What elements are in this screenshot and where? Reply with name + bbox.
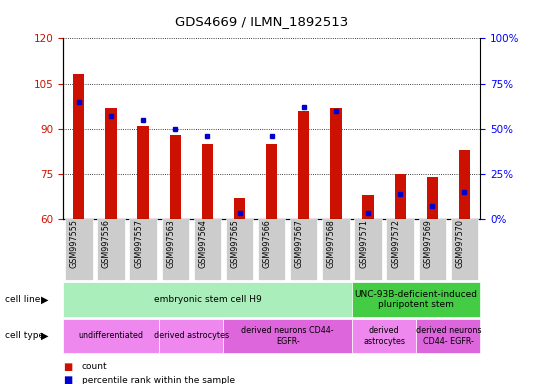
Bar <box>363 195 373 219</box>
Text: ▶: ▶ <box>41 295 49 305</box>
FancyBboxPatch shape <box>129 219 157 280</box>
Bar <box>330 108 341 219</box>
Bar <box>266 144 277 219</box>
Text: derived neurons CD44-
EGFR-: derived neurons CD44- EGFR- <box>241 326 334 346</box>
Text: ▶: ▶ <box>41 331 49 341</box>
Text: GSM997569: GSM997569 <box>423 219 432 268</box>
Bar <box>234 198 245 219</box>
FancyBboxPatch shape <box>451 219 478 280</box>
Text: derived
astrocytes: derived astrocytes <box>363 326 405 346</box>
FancyBboxPatch shape <box>290 219 317 280</box>
Bar <box>202 144 213 219</box>
Bar <box>459 150 470 219</box>
FancyBboxPatch shape <box>162 219 189 280</box>
Text: GSM997570: GSM997570 <box>455 219 465 268</box>
Bar <box>170 135 181 219</box>
Text: cell type: cell type <box>5 331 45 341</box>
Text: count: count <box>82 362 108 371</box>
Text: embryonic stem cell H9: embryonic stem cell H9 <box>153 295 261 304</box>
Text: UNC-93B-deficient-induced
pluripotent stem: UNC-93B-deficient-induced pluripotent st… <box>355 290 478 309</box>
Text: GSM997572: GSM997572 <box>391 219 400 268</box>
Bar <box>105 108 117 219</box>
Text: undifferentiated: undifferentiated <box>79 331 144 341</box>
Text: GSM997563: GSM997563 <box>166 219 175 268</box>
FancyBboxPatch shape <box>226 219 253 280</box>
Text: GSM997566: GSM997566 <box>263 219 272 268</box>
Bar <box>395 174 406 219</box>
Text: GSM997557: GSM997557 <box>134 219 143 268</box>
FancyBboxPatch shape <box>354 219 382 280</box>
FancyBboxPatch shape <box>322 219 349 280</box>
FancyBboxPatch shape <box>258 219 286 280</box>
Text: derived astrocytes: derived astrocytes <box>154 331 229 341</box>
FancyBboxPatch shape <box>65 219 92 280</box>
Text: ■: ■ <box>63 362 72 372</box>
Bar <box>298 111 310 219</box>
Text: GDS4669 / ILMN_1892513: GDS4669 / ILMN_1892513 <box>175 15 349 28</box>
Bar <box>426 177 438 219</box>
Text: derived neurons
CD44- EGFR-: derived neurons CD44- EGFR- <box>416 326 481 346</box>
FancyBboxPatch shape <box>387 219 414 280</box>
Text: GSM997555: GSM997555 <box>70 219 79 268</box>
Text: GSM997568: GSM997568 <box>327 219 336 268</box>
Bar <box>138 126 149 219</box>
FancyBboxPatch shape <box>97 219 124 280</box>
Text: GSM997556: GSM997556 <box>102 219 111 268</box>
Bar <box>73 74 85 219</box>
Text: percentile rank within the sample: percentile rank within the sample <box>82 376 235 384</box>
Text: GSM997564: GSM997564 <box>198 219 207 268</box>
Text: ■: ■ <box>63 375 72 384</box>
FancyBboxPatch shape <box>419 219 446 280</box>
Text: GSM997571: GSM997571 <box>359 219 368 268</box>
Text: GSM997567: GSM997567 <box>295 219 304 268</box>
Text: GSM997565: GSM997565 <box>230 219 240 268</box>
Text: cell line: cell line <box>5 295 41 304</box>
FancyBboxPatch shape <box>194 219 221 280</box>
